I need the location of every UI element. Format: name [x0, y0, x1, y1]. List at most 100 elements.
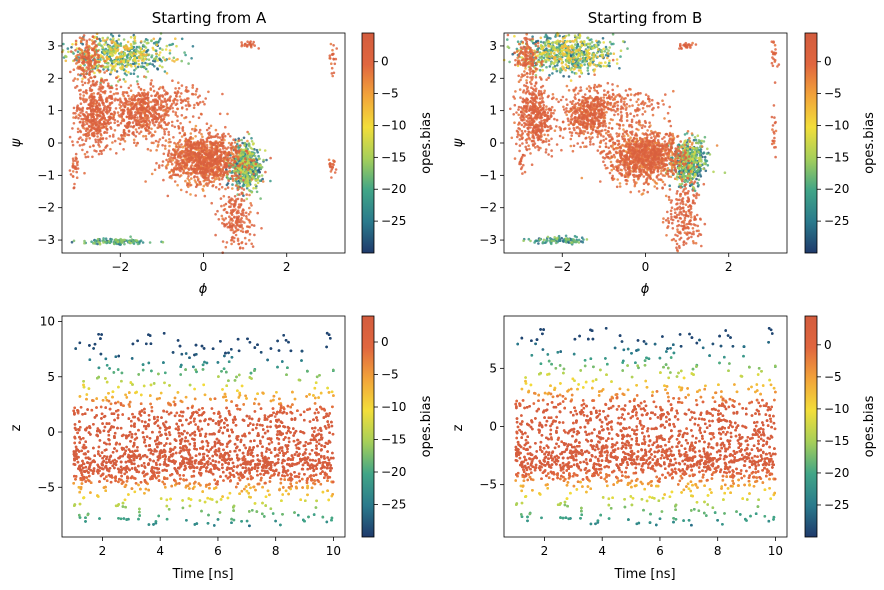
data-point: [246, 156, 250, 160]
data-point: [171, 110, 175, 113]
data-point: [136, 141, 139, 145]
data-point: [105, 137, 108, 140]
data-point: [107, 82, 110, 85]
colorbar-tick-label: −5: [381, 87, 399, 101]
data-point: [554, 241, 558, 245]
data-point: [556, 64, 559, 67]
data-point: [564, 237, 568, 240]
data-point: [247, 142, 251, 145]
data-point: [144, 57, 147, 61]
data-point: [146, 114, 150, 117]
data-point: [199, 172, 203, 175]
data-point: [84, 115, 87, 119]
data-point: [577, 238, 581, 242]
data-point: [97, 152, 101, 156]
data-point: [258, 179, 262, 182]
data-point: [605, 47, 608, 51]
data-point: [155, 52, 158, 55]
data-point: [177, 152, 181, 155]
data-point: [115, 152, 118, 155]
data-point: [134, 67, 138, 70]
data-point: [182, 154, 185, 157]
data-point: [157, 87, 161, 91]
y-tick-label: 0: [47, 136, 55, 150]
data-point: [247, 218, 250, 222]
data-point: [257, 47, 261, 50]
data-point: [191, 45, 195, 48]
data-point: [155, 161, 158, 165]
data-point: [198, 128, 202, 132]
data-point: [621, 40, 625, 43]
data-point: [256, 151, 260, 154]
data-point: [163, 89, 166, 92]
data-point: [229, 199, 233, 202]
data-point: [165, 44, 169, 48]
data-point: [128, 121, 132, 124]
data-point: [137, 126, 141, 130]
data-point: [690, 150, 694, 153]
data-point: [242, 150, 246, 154]
data-point: [225, 241, 229, 244]
data-point: [119, 85, 123, 89]
data-point: [256, 178, 259, 181]
data-point: [198, 131, 201, 134]
data-point: [109, 106, 112, 110]
data-point: [184, 116, 188, 119]
data-point: [333, 62, 337, 66]
data-point: [164, 139, 168, 142]
data-point: [109, 112, 113, 116]
data-point: [330, 53, 334, 56]
data-point: [98, 69, 102, 73]
data-point: [129, 72, 133, 75]
data-point: [130, 46, 134, 49]
data-point: [234, 171, 237, 175]
data-point: [239, 218, 242, 221]
data-point: [72, 106, 76, 110]
data-point: [239, 174, 242, 178]
data-point: [214, 213, 217, 216]
data-point: [329, 57, 332, 60]
data-point: [249, 210, 252, 214]
data-point: [174, 153, 177, 157]
data-point: [133, 59, 137, 62]
data-point: [694, 141, 698, 145]
data-point: [147, 53, 151, 56]
data-point: [80, 117, 83, 121]
data-point: [200, 132, 203, 136]
data-point: [583, 60, 587, 63]
data-point: [176, 58, 179, 61]
data-point: [697, 139, 701, 142]
data-point: [260, 174, 264, 177]
data-point: [230, 141, 234, 145]
data-point: [76, 163, 79, 167]
data-point: [92, 95, 96, 98]
data-point: [545, 55, 548, 58]
data-point: [137, 85, 141, 89]
data-point: [91, 132, 94, 135]
data-point: [230, 236, 234, 240]
data-point: [103, 71, 106, 74]
data-point: [236, 171, 240, 174]
data-point: [178, 131, 182, 135]
data-point: [238, 182, 241, 185]
data-point: [185, 86, 188, 89]
data-point: [140, 111, 143, 115]
data-point: [193, 156, 196, 159]
data-point: [697, 141, 700, 145]
data-point: [576, 44, 580, 48]
data-point: [206, 146, 209, 149]
data-point: [257, 157, 261, 161]
data-point: [119, 121, 123, 125]
data-point: [229, 156, 232, 160]
data-point: [236, 164, 240, 168]
data-point: [135, 122, 138, 126]
y-tick-label: 2: [47, 71, 55, 85]
data-point: [100, 152, 103, 155]
data-point: [183, 149, 187, 153]
data-point: [242, 199, 246, 202]
data-point: [229, 161, 232, 165]
data-point: [240, 41, 243, 44]
data-point: [78, 129, 82, 133]
data-point: [184, 137, 188, 141]
data-point: [237, 176, 240, 180]
